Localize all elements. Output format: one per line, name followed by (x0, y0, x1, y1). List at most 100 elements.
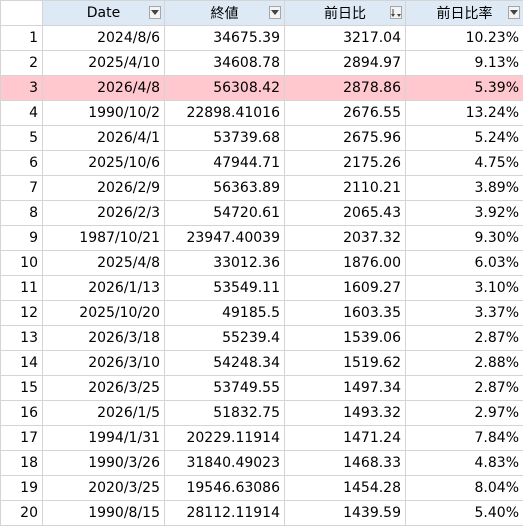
pct-cell[interactable]: 13.24% (405, 100, 523, 126)
date-cell[interactable]: 2026/3/10 (42, 350, 165, 376)
filter-date-button[interactable] (149, 6, 161, 19)
close-cell[interactable]: 31840.49023 (164, 450, 285, 476)
date-cell[interactable]: 2026/1/13 (42, 275, 165, 301)
row-number-cell[interactable]: 2 (0, 50, 43, 76)
row-number-cell[interactable]: 7 (0, 175, 43, 201)
row-number-cell[interactable]: 13 (0, 325, 43, 351)
row-number-cell[interactable]: 16 (0, 400, 43, 426)
date-cell[interactable]: 2026/3/25 (42, 375, 165, 401)
diff-cell[interactable]: 1539.06 (284, 325, 406, 351)
diff-cell[interactable]: 1439.59 (284, 500, 406, 526)
diff-cell[interactable]: 2175.26 (284, 150, 406, 176)
diff-cell[interactable]: 1519.62 (284, 350, 406, 376)
date-cell[interactable]: 2026/3/18 (42, 325, 165, 351)
diff-cell[interactable]: 1876.00 (284, 250, 406, 276)
close-cell[interactable]: 53749.55 (164, 375, 285, 401)
date-cell[interactable]: 1990/10/2 (42, 100, 165, 126)
diff-cell[interactable]: 1454.28 (284, 475, 406, 501)
row-number-cell[interactable]: 18 (0, 450, 43, 476)
close-cell[interactable]: 56363.89 (164, 175, 285, 201)
close-cell[interactable]: 22898.41016 (164, 100, 285, 126)
date-cell[interactable]: 2025/4/8 (42, 250, 165, 276)
row-number-cell[interactable]: 3 (0, 75, 43, 101)
header-close[interactable]: 終値 (164, 0, 285, 26)
date-cell[interactable]: 2026/2/9 (42, 175, 165, 201)
date-cell[interactable]: 2026/4/8 (42, 75, 165, 101)
date-cell[interactable]: 1990/8/15 (42, 500, 165, 526)
pct-cell[interactable]: 6.03% (405, 250, 523, 276)
diff-cell[interactable]: 2037.32 (284, 225, 406, 251)
close-cell[interactable]: 19546.63086 (164, 475, 285, 501)
row-number-cell[interactable]: 8 (0, 200, 43, 226)
close-cell[interactable]: 55239.4 (164, 325, 285, 351)
date-cell[interactable]: 2026/1/5 (42, 400, 165, 426)
filter-pct-button[interactable] (508, 6, 520, 19)
date-cell[interactable]: 2026/4/1 (42, 125, 165, 151)
diff-cell[interactable]: 1609.27 (284, 275, 406, 301)
pct-cell[interactable]: 5.39% (405, 75, 523, 101)
date-cell[interactable]: 2025/4/10 (42, 50, 165, 76)
row-number-cell[interactable]: 12 (0, 300, 43, 326)
row-number-cell[interactable]: 14 (0, 350, 43, 376)
close-cell[interactable]: 34608.78 (164, 50, 285, 76)
pct-cell[interactable]: 3.37% (405, 300, 523, 326)
date-cell[interactable]: 1990/3/26 (42, 450, 165, 476)
diff-cell[interactable]: 1468.33 (284, 450, 406, 476)
diff-cell[interactable]: 2676.55 (284, 100, 406, 126)
close-cell[interactable]: 54248.34 (164, 350, 285, 376)
date-cell[interactable]: 2024/8/6 (42, 25, 165, 51)
date-cell[interactable]: 2025/10/6 (42, 150, 165, 176)
header-date[interactable]: Date (42, 0, 165, 26)
header-pct[interactable]: 前日比率 (405, 0, 523, 26)
diff-cell[interactable]: 1493.32 (284, 400, 406, 426)
diff-cell[interactable]: 1497.34 (284, 375, 406, 401)
diff-cell[interactable]: 2675.96 (284, 125, 406, 151)
row-number-cell[interactable]: 15 (0, 375, 43, 401)
date-cell[interactable]: 1994/1/31 (42, 425, 165, 451)
row-number-cell[interactable]: 17 (0, 425, 43, 451)
diff-cell[interactable]: 2894.97 (284, 50, 406, 76)
diff-cell[interactable]: 1603.35 (284, 300, 406, 326)
pct-cell[interactable]: 4.83% (405, 450, 523, 476)
row-number-cell[interactable]: 20 (0, 500, 43, 526)
header-diff[interactable]: 前日比 (284, 0, 406, 26)
close-cell[interactable]: 23947.40039 (164, 225, 285, 251)
filter-close-button[interactable] (269, 6, 281, 19)
close-cell[interactable]: 34675.39 (164, 25, 285, 51)
close-cell[interactable]: 53549.11 (164, 275, 285, 301)
row-number-cell[interactable]: 5 (0, 125, 43, 151)
close-cell[interactable]: 54720.61 (164, 200, 285, 226)
close-cell[interactable]: 28112.11914 (164, 500, 285, 526)
pct-cell[interactable]: 2.87% (405, 375, 523, 401)
pct-cell[interactable]: 2.88% (405, 350, 523, 376)
pct-cell[interactable]: 2.97% (405, 400, 523, 426)
close-cell[interactable]: 53739.68 (164, 125, 285, 151)
close-cell[interactable]: 20229.11914 (164, 425, 285, 451)
pct-cell[interactable]: 4.75% (405, 150, 523, 176)
close-cell[interactable]: 33012.36 (164, 250, 285, 276)
diff-cell[interactable]: 2110.21 (284, 175, 406, 201)
row-number-cell[interactable]: 19 (0, 475, 43, 501)
diff-cell[interactable]: 3217.04 (284, 25, 406, 51)
close-cell[interactable]: 56308.42 (164, 75, 285, 101)
pct-cell[interactable]: 3.89% (405, 175, 523, 201)
corner-cell[interactable] (0, 0, 43, 26)
row-number-cell[interactable]: 4 (0, 100, 43, 126)
date-cell[interactable]: 2026/2/3 (42, 200, 165, 226)
close-cell[interactable]: 51832.75 (164, 400, 285, 426)
row-number-cell[interactable]: 6 (0, 150, 43, 176)
pct-cell[interactable]: 5.40% (405, 500, 523, 526)
row-number-cell[interactable]: 1 (0, 25, 43, 51)
diff-cell[interactable]: 2878.86 (284, 75, 406, 101)
pct-cell[interactable]: 3.92% (405, 200, 523, 226)
pct-cell[interactable]: 5.24% (405, 125, 523, 151)
pct-cell[interactable]: 9.13% (405, 50, 523, 76)
diff-cell[interactable]: 2065.43 (284, 200, 406, 226)
date-cell[interactable]: 2025/10/20 (42, 300, 165, 326)
pct-cell[interactable]: 10.23% (405, 25, 523, 51)
filter-diff-button[interactable] (390, 6, 402, 19)
pct-cell[interactable]: 3.10% (405, 275, 523, 301)
row-number-cell[interactable]: 9 (0, 225, 43, 251)
diff-cell[interactable]: 1471.24 (284, 425, 406, 451)
pct-cell[interactable]: 8.04% (405, 475, 523, 501)
